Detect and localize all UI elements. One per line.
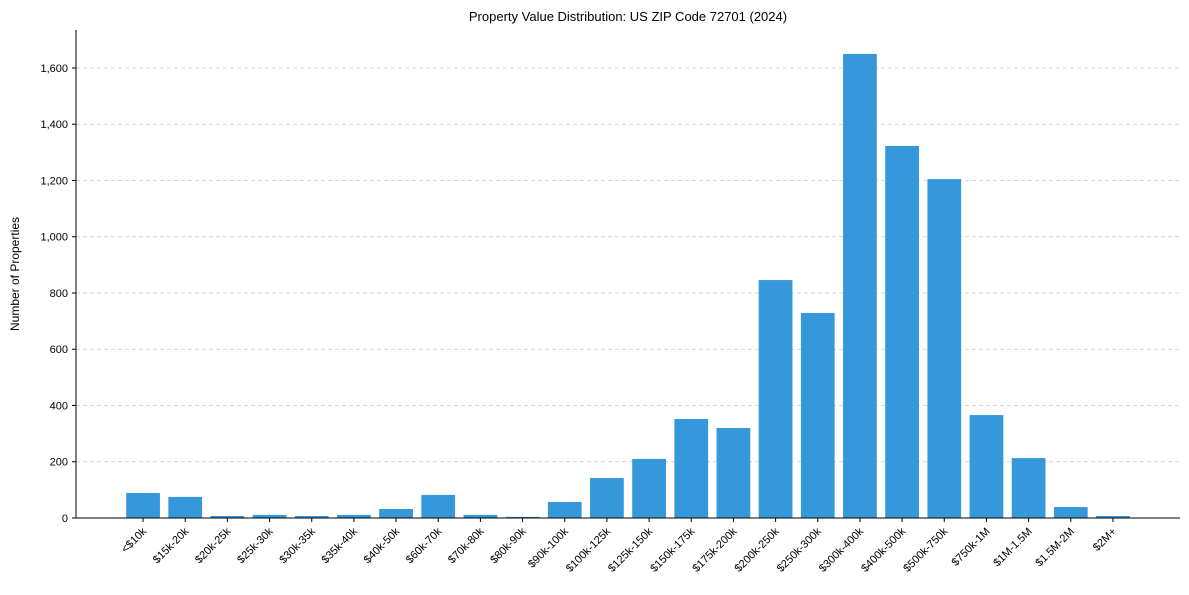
x-tick-label: $60k-70k	[404, 525, 445, 566]
x-tick-label: $25k-30k	[235, 525, 276, 566]
bar	[716, 427, 751, 518]
bar	[1096, 516, 1130, 518]
gridlines	[76, 67, 1180, 463]
y-tick-label: 1,600	[40, 63, 68, 75]
y-tick-label: 600	[50, 344, 68, 356]
bar	[168, 496, 203, 518]
x-tick-label: $20k-25k	[193, 525, 234, 566]
y-tick-label: 0	[62, 513, 68, 525]
x-tick-label: $1.5M-2M	[1033, 526, 1077, 570]
x-tick-label: $30k-35k	[277, 525, 318, 566]
bar	[505, 516, 540, 518]
x-tick-label: $80k-90k	[488, 525, 529, 566]
bar	[969, 415, 1004, 518]
y-tick-label: 200	[50, 457, 68, 469]
x-tick-label: $35k-40k	[320, 525, 361, 566]
bar	[927, 179, 962, 518]
x-tick-label: <$10k	[119, 525, 149, 555]
y-tick-label: 400	[50, 400, 68, 412]
x-tick-label: $750k-1M	[949, 526, 992, 569]
bar	[210, 516, 245, 518]
bar	[843, 53, 877, 519]
bar	[758, 280, 793, 518]
bar	[421, 494, 456, 518]
bars	[126, 53, 1130, 519]
bar	[1011, 458, 1046, 518]
y-tick-label: 800	[50, 288, 68, 300]
x-tick-label: $90k-100k	[526, 525, 571, 570]
x-tick-label: $15k-20k	[151, 525, 192, 566]
bar	[379, 508, 413, 518]
x-tick-label: $2M+	[1091, 526, 1119, 554]
chart-title: Property Value Distribution: US ZIP Code…	[469, 9, 787, 24]
bar	[674, 418, 709, 518]
x-tick-label: $70k-80k	[446, 525, 487, 566]
x-tick-label: $500k-750k	[901, 525, 950, 574]
bar	[885, 145, 919, 518]
x-tick-label: $40k-50k	[362, 525, 403, 566]
y-tick-label: 1,200	[40, 175, 68, 187]
y-tick-label: 1,000	[40, 232, 68, 244]
x-tick-label: $1M-1.5M	[991, 526, 1035, 570]
bar	[252, 514, 287, 518]
bar	[1053, 507, 1088, 518]
y-axis-label: Number of Properties	[8, 217, 22, 331]
bar	[800, 312, 835, 518]
x-axis-ticks: <$10k $15k-20k $20k-25k $25k-30k $30k-35k $35…	[119, 518, 1119, 575]
bar	[294, 516, 329, 518]
bar	[126, 492, 160, 518]
bar	[590, 478, 624, 518]
y-axis-ticks: 0 200 400 600 800 1,000 1,200 1,400 1,600	[40, 63, 76, 525]
bar	[463, 514, 498, 518]
bar	[337, 514, 371, 518]
bar	[547, 501, 582, 518]
bar	[632, 458, 666, 518]
y-tick-label: 1,400	[40, 119, 68, 131]
